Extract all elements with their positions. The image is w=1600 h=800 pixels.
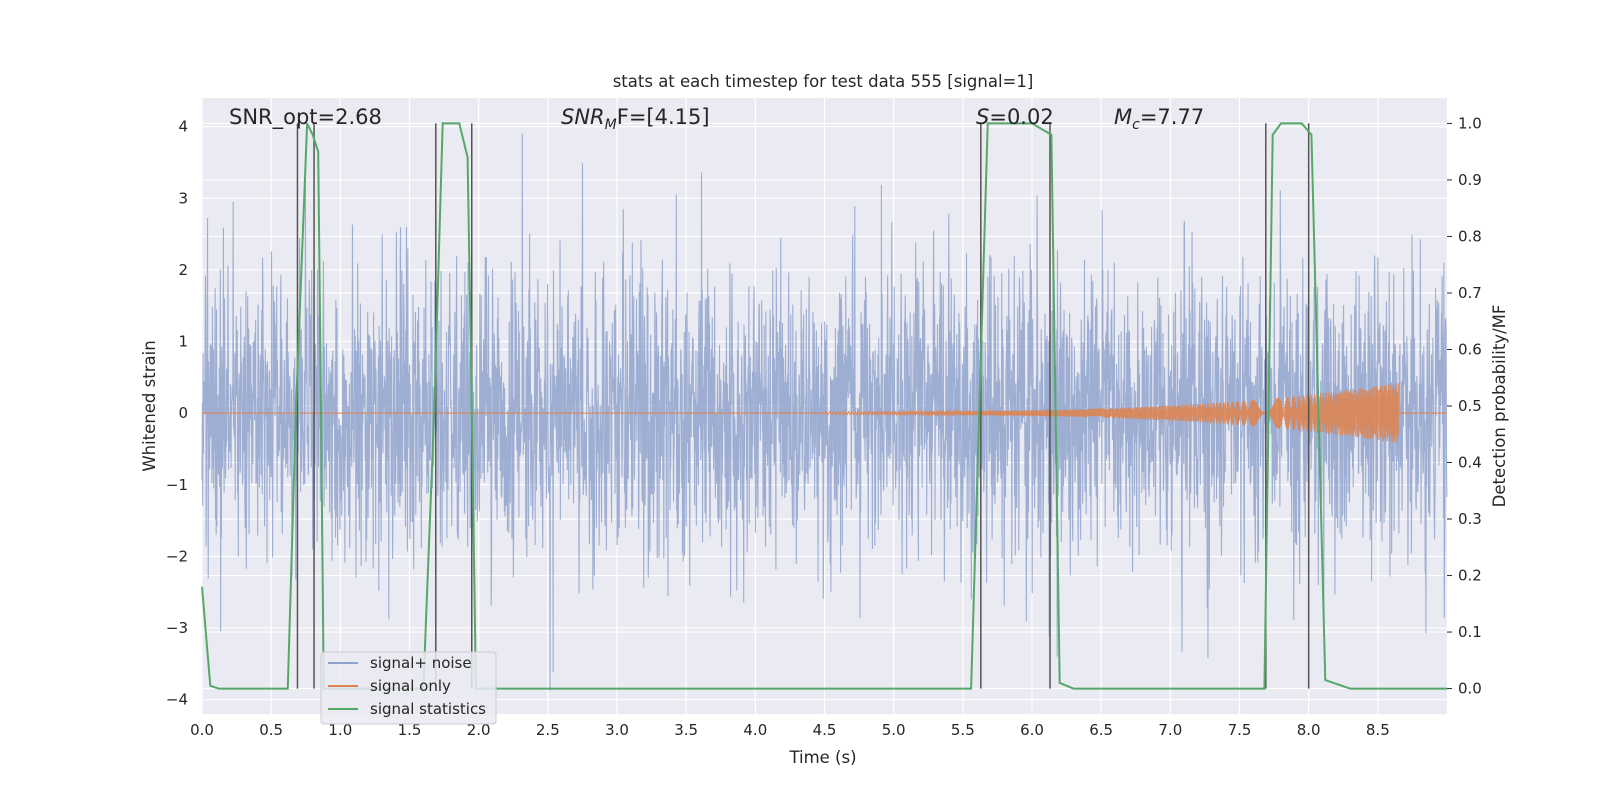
y-tick-label: 1: [178, 333, 188, 351]
x-tick-label: 8.5: [1366, 721, 1390, 739]
x-tick-label: 5.0: [882, 721, 906, 739]
chart-title: stats at each timestep for test data 555…: [613, 72, 1034, 91]
signal-statistics-line: [201, 122, 1447, 690]
y-tick-label: −2: [166, 547, 188, 565]
signal-only-series: [202, 383, 1447, 444]
y-right-tick-label: 0.0: [1458, 680, 1482, 698]
y-right-tick-label: 0.1: [1458, 623, 1482, 641]
y-right-tick-label: 0.2: [1458, 567, 1482, 585]
x-tick-label: 6.5: [1089, 721, 1113, 739]
x-tick-label: 8.0: [1297, 721, 1321, 739]
legend-label-signal-only: signal only: [370, 677, 451, 695]
signal-only-line: [202, 383, 1447, 444]
y-right-tick-label: 0.7: [1458, 284, 1482, 302]
y-right-tick-label: 0.8: [1458, 227, 1482, 245]
s-annotation: S=0.02: [976, 105, 1054, 129]
mc-annotation: Mc=7.77: [1114, 105, 1204, 133]
x-tick-label: 5.5: [951, 721, 975, 739]
signal-noise-series: [201, 133, 1448, 691]
x-tick-label: 0.5: [259, 721, 283, 739]
y-right-axis-label: Detection probability/MF: [1490, 305, 1509, 508]
x-tick-label: 6.0: [1020, 721, 1044, 739]
x-tick-label: 7.5: [1228, 721, 1252, 739]
x-tick-label: 4.5: [813, 721, 837, 739]
x-tick-label: 4.0: [743, 721, 767, 739]
y-right-tick-label: 1.0: [1458, 114, 1482, 132]
y-right-tick-label: 0.6: [1458, 340, 1482, 358]
y-right-tick-label: 0.3: [1458, 510, 1482, 528]
x-tick-label: 7.0: [1158, 721, 1182, 739]
x-tick-label: 3.0: [605, 721, 629, 739]
y-tick-label: 0: [178, 404, 188, 422]
y-right-tick-label: 0.5: [1458, 397, 1482, 415]
axis-ticks: 0.0 0.5 1.0 1.5 2.0 2.5 3.0 3.5 4.0 4.5 5.0 5.5 6.0 6…: [166, 114, 1482, 739]
y-axis-label: Whitened strain: [140, 340, 159, 471]
x-tick-label: 2.0: [467, 721, 491, 739]
x-tick-label: 0.0: [190, 721, 214, 739]
y-tick-label: 3: [178, 189, 188, 207]
y-tick-label: 4: [178, 118, 188, 136]
y-tick-label: −3: [166, 619, 188, 637]
signal-noise-line: [201, 133, 1448, 691]
snr-opt-annotation: SNR_opt=2.68: [229, 105, 382, 130]
x-tick-label: 2.5: [536, 721, 560, 739]
signal-statistics-series: [201, 122, 1447, 690]
x-tick-label: 1.0: [328, 721, 352, 739]
y-tick-label: 2: [178, 261, 188, 279]
legend-label-signal-statistics: signal statistics: [370, 700, 486, 718]
y-tick-label: −4: [166, 691, 188, 709]
y-right-tick-label: 0.9: [1458, 171, 1482, 189]
legend-box: [320, 651, 497, 725]
y-tick-label: −1: [166, 476, 188, 494]
legend-label-signal-noise: signal+ noise: [370, 654, 472, 672]
snr-mf-annotation: SNRMF=[4.15]: [561, 105, 710, 133]
x-axis-label: Time (s): [788, 748, 856, 767]
y-right-tick-label: 0.4: [1458, 454, 1482, 472]
x-tick-label: 1.5: [398, 721, 422, 739]
legend: signal+ noise signal only signal statist…: [320, 651, 497, 725]
x-tick-label: 3.5: [674, 721, 698, 739]
